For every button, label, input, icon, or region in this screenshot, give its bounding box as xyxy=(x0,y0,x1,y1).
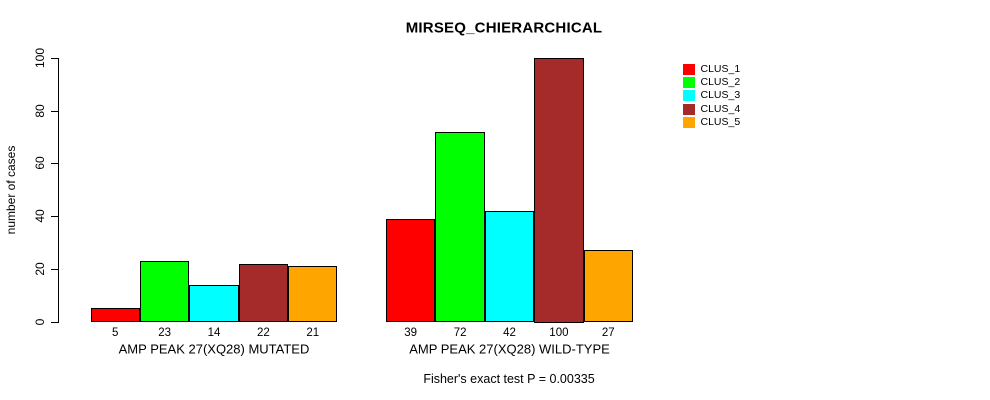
y-axis-tick xyxy=(51,216,58,218)
y-axis-tick-label: 100 xyxy=(33,47,47,69)
y-axis-tick-label: 40 xyxy=(33,209,47,223)
legend-label: CLUS_4 xyxy=(700,102,741,115)
bar-value-label: 42 xyxy=(503,326,516,339)
y-axis-tick xyxy=(51,58,58,59)
category-label: AMP PEAK 27(XQ28) WILD-TYPE xyxy=(409,341,610,356)
bar-value-label: 23 xyxy=(158,326,171,339)
bar-value-label: 21 xyxy=(306,326,320,339)
bar-clus_3-group2 xyxy=(484,210,535,323)
bar-clus_4-group1 xyxy=(238,263,289,323)
legend-item-clus_3: CLUS_3 xyxy=(683,89,740,102)
y-axis-tick-label: 80 xyxy=(33,104,47,118)
legend-swatch-icon xyxy=(683,116,695,128)
y-axis-tick xyxy=(51,163,58,165)
legend-item-clus_4: CLUS_4 xyxy=(683,103,740,116)
chart-title: MIRSEQ_CHIERARCHICAL xyxy=(405,19,603,37)
bar-clus_5-group2 xyxy=(583,250,633,323)
bar-value-label: 39 xyxy=(404,326,418,339)
y-axis-title: number of cases xyxy=(4,145,18,235)
legend-item-clus_5: CLUS_5 xyxy=(683,116,740,129)
legend-swatch-icon xyxy=(683,77,695,89)
bar-clus_5-group1 xyxy=(288,266,338,323)
bar-clus_2-group1 xyxy=(139,260,190,323)
legend-swatch-icon xyxy=(683,103,695,115)
legend-swatch-icon xyxy=(683,90,695,102)
bar-value-label: 14 xyxy=(207,326,221,339)
y-axis-tick-label: 20 xyxy=(33,262,47,276)
bar-value-label: 27 xyxy=(601,326,615,339)
legend-label: CLUS_2 xyxy=(700,76,741,89)
legend-item-clus_2: CLUS_2 xyxy=(683,76,740,89)
bar-value-label: 100 xyxy=(549,326,569,339)
y-axis-tick xyxy=(51,321,58,323)
bar-clus_1-group2 xyxy=(386,218,436,323)
legend-label: CLUS_3 xyxy=(700,89,741,102)
y-axis-tick xyxy=(51,268,58,270)
bar-value-label: 22 xyxy=(256,326,270,339)
bar-clus_1-group1 xyxy=(90,308,140,323)
y-axis-tick-label: 0 xyxy=(33,318,47,325)
legend-label: CLUS_5 xyxy=(700,115,741,128)
bar-value-label: 72 xyxy=(453,326,467,339)
bar-clus_2-group2 xyxy=(435,131,485,323)
annotation-text: Fisher's exact test P = 0.00335 xyxy=(423,372,595,386)
legend: CLUS_1 CLUS_2 CLUS_3 CLUS_4 CLUS_5 xyxy=(683,63,740,129)
y-axis-tick-label: 60 xyxy=(33,156,47,171)
bar-clus_3-group1 xyxy=(189,284,239,323)
y-axis-tick xyxy=(51,110,58,112)
bar-clus_4-group2 xyxy=(534,58,584,323)
legend-label: CLUS_1 xyxy=(700,63,741,76)
category-label: AMP PEAK 27(XQ28) MUTATED xyxy=(118,341,310,356)
bar-value-label: 5 xyxy=(111,326,119,339)
legend-swatch-icon xyxy=(683,64,695,76)
legend-item-clus_1: CLUS_1 xyxy=(683,63,740,76)
y-axis-line xyxy=(58,58,59,323)
